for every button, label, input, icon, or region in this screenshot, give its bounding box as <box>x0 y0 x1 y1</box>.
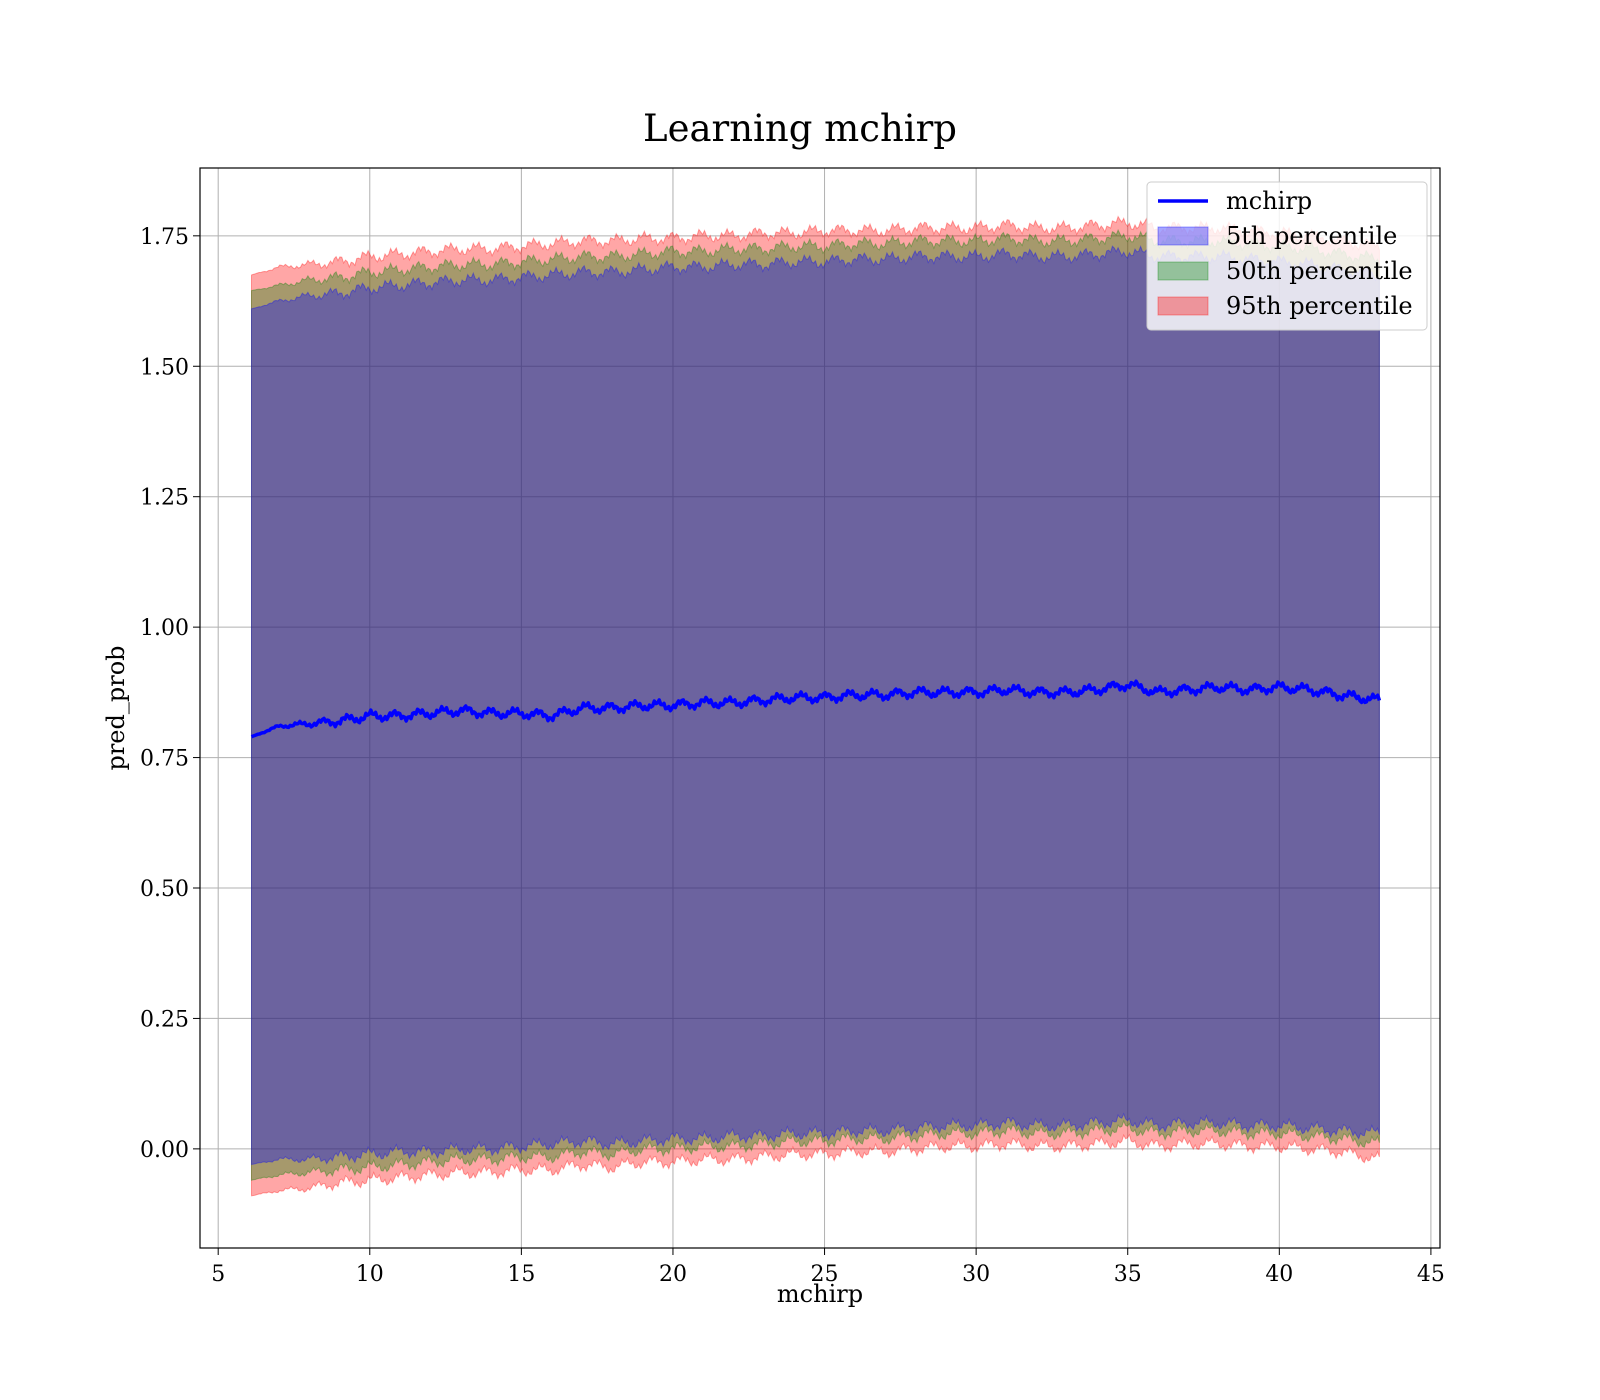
band-50th-percentile <box>251 228 1380 1181</box>
x-axis-ticks: 5 10 15 20 25 30 35 40 45 <box>211 1248 1445 1287</box>
percentile-bands <box>251 215 1380 1197</box>
y-axis-ticks: 0.00 0.25 0.50 0.75 1.00 1.25 1.50 1.75 <box>140 225 200 1163</box>
legend-swatch-95th <box>1157 296 1209 316</box>
x-tick-label: 35 <box>1114 1262 1142 1287</box>
y-tick-label: 0.50 <box>140 877 189 902</box>
y-tick-label: 0.75 <box>140 747 189 772</box>
legend-box <box>1146 181 1428 331</box>
x-tick-label: 15 <box>507 1262 535 1287</box>
legend: mchirp 5th percentile 50th percentile 95… <box>1146 181 1428 331</box>
y-tick-label: 0.00 <box>140 1138 189 1163</box>
y-tick-label: 1.00 <box>140 616 189 641</box>
y-axis-label: pred_prob <box>102 645 130 770</box>
legend-label-50th: 50th percentile <box>1226 257 1413 285</box>
legend-label-95th: 95th percentile <box>1226 292 1413 320</box>
band-95th-percentile <box>251 215 1380 1197</box>
plot-frame <box>199 167 1441 1249</box>
y-tick-label: 1.50 <box>140 355 189 380</box>
x-tick-label: 30 <box>962 1262 990 1287</box>
legend-label-mchirp: mchirp <box>1226 187 1312 215</box>
x-tick-label: 20 <box>659 1262 687 1287</box>
y-tick-label: 0.25 <box>140 1007 189 1032</box>
chart-title: Learning mchirp <box>643 107 957 150</box>
legend-label-5th: 5th percentile <box>1226 222 1397 250</box>
legend-swatch-5th <box>1157 226 1209 246</box>
legend-swatch-50th <box>1157 261 1209 281</box>
x-tick-label: 40 <box>1265 1262 1293 1287</box>
x-tick-label: 5 <box>211 1262 225 1287</box>
grid <box>200 168 1440 1248</box>
y-tick-label: 1.25 <box>140 486 189 511</box>
line-mchirp <box>250 679 1382 739</box>
series-lines <box>250 679 1382 739</box>
x-tick-label: 10 <box>356 1262 384 1287</box>
x-axis-label: mchirp <box>777 1280 863 1308</box>
x-tick-label: 25 <box>811 1262 839 1287</box>
x-tick-label: 45 <box>1417 1262 1445 1287</box>
y-tick-label: 1.75 <box>140 225 189 250</box>
band-5th-percentile <box>251 244 1380 1166</box>
